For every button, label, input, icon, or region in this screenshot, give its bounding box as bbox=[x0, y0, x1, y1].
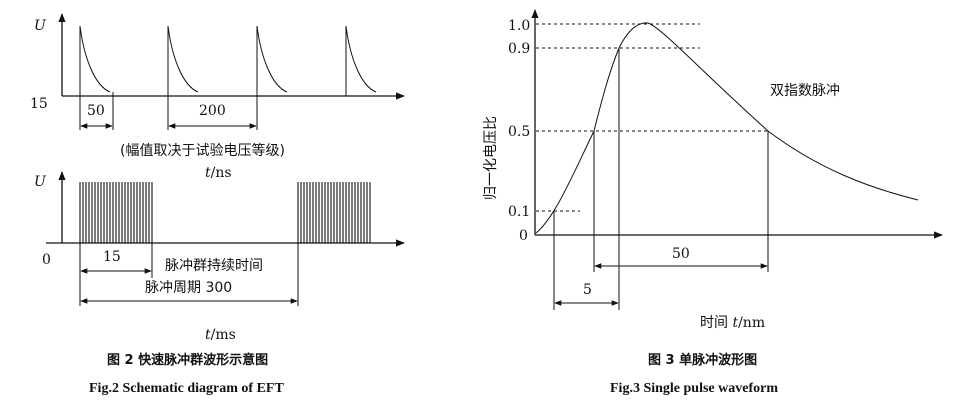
fig3-diagram: 归一化电压比 1.0 0.9 0.5 0.1 0 50 5 双指数脉冲 时间 t… bbox=[482, 9, 943, 331]
fig2-dim-50-label: 50 bbox=[87, 103, 105, 119]
fig2-top-y-label: U bbox=[34, 18, 47, 34]
fig3-y-label: 归一化电压比 bbox=[482, 116, 499, 200]
fig3-caption-en: Fig.3 Single pulse waveform bbox=[610, 381, 778, 396]
fig2-top-note: (幅值取决于试验电压等级) bbox=[120, 142, 285, 159]
fig2-top-x-unit: t/ns bbox=[205, 165, 232, 181]
fig2-pulse bbox=[256, 25, 288, 96]
fig3-y-tick-0.1: 0.1 bbox=[508, 204, 530, 220]
fig2-pulse bbox=[345, 25, 377, 96]
fig3-y-tick-0.9: 0.9 bbox=[508, 41, 530, 57]
fig3-y-tick-0: 0 bbox=[519, 228, 528, 244]
fig2-caption-cn: 图 2 快速脉冲群波形示意图 bbox=[107, 352, 268, 368]
fig2-bottom-y-label: U bbox=[34, 174, 47, 190]
fig2-dim-15-label: 15 bbox=[103, 249, 121, 265]
fig3-y-tick-1.0: 1.0 bbox=[508, 18, 530, 34]
fig3-caption-cn: 图 3 单脉冲波形图 bbox=[648, 352, 757, 368]
fig3-x-label: 时间 t/nm bbox=[700, 315, 765, 331]
fig3-y-tick-0.5: 0.5 bbox=[508, 124, 530, 140]
fig2-pulse bbox=[79, 25, 111, 96]
fig2-burst-1 bbox=[79, 182, 153, 243]
fig2-top-diagram: U 15 50 200 (幅值取决于试验电压等级) t/ns bbox=[30, 13, 405, 181]
fig2-burst-2 bbox=[297, 182, 371, 243]
fig3-curve-label: 双指数脉冲 bbox=[770, 83, 840, 99]
fig2-bottom-diagram: U 0 15 脉冲群持续时间 脉冲周期 300 t/ms bbox=[34, 171, 405, 343]
fig2-pulse bbox=[167, 25, 199, 96]
fig2-bottom-x-unit: t/ms bbox=[205, 327, 236, 343]
fig3-dim-50-label: 50 bbox=[672, 246, 690, 262]
fig3-dim-5-label: 5 bbox=[583, 282, 592, 298]
fig3-pulse-curve bbox=[535, 22, 919, 234]
fig2-caption-en: Fig.2 Schematic diagram of EFT bbox=[89, 381, 284, 396]
fig2-top-origin-label: 15 bbox=[30, 96, 48, 112]
fig2-burst-duration-label: 脉冲群持续时间 bbox=[165, 257, 263, 274]
fig2-bottom-origin-label: 0 bbox=[42, 252, 51, 268]
fig2-dim-200-label: 200 bbox=[199, 103, 226, 119]
fig2-period-label: 脉冲周期 300 bbox=[145, 280, 232, 296]
